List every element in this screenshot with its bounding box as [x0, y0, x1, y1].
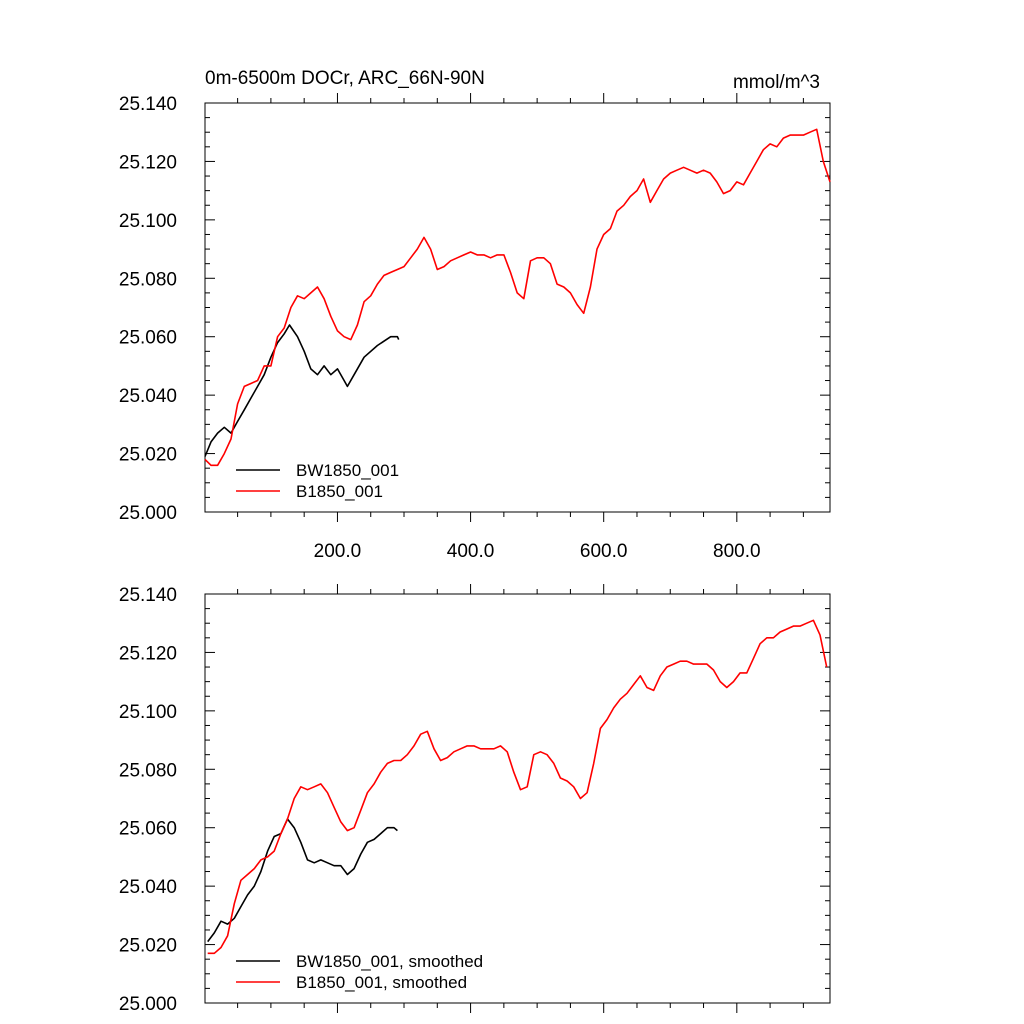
units-label: mmol/m^3: [733, 72, 820, 93]
top-panel: 0m-6500m DOCr, ARC_66N-90N mmol/m^3 25.0…: [119, 68, 831, 562]
plot-frame: [204, 593, 831, 1004]
top-axes: 25.000 25.020 25.040 25.060 25.080 25.100 25.1…: [119, 93, 831, 562]
y-tick-label: 25.020: [119, 445, 177, 466]
chart-title: 0m-6500m DOCr, ARC_66N-90N: [205, 68, 485, 89]
y-tick-label: 25.000: [119, 503, 177, 524]
x-tick-label: 200.0: [314, 541, 362, 562]
y-tick-label: 25.080: [119, 760, 177, 781]
plot-frame: [204, 102, 831, 513]
y-tick-label: 25.020: [119, 936, 177, 957]
y-tick-label: 25.140: [119, 585, 177, 606]
bottom-legend: BW1850_001, smoothed B1850_001, smoothed: [236, 952, 483, 992]
y-tick-label: 25.000: [119, 994, 177, 1015]
bottom-axes: 25.000 25.020 25.040 25.060 25.080 25.100 25.1…: [119, 584, 831, 1015]
y-tick-label: 25.060: [119, 819, 177, 840]
y-tick-label: 25.080: [119, 269, 177, 290]
series-line-bw1850: [207, 818, 398, 943]
bottom-panel: 25.000 25.020 25.040 25.060 25.080 25.100 25.1…: [119, 584, 831, 1015]
bottom-series-lines: [207, 619, 828, 955]
y-tick-label: 25.120: [119, 152, 177, 173]
legend-label: B1850_001: [296, 482, 383, 501]
series-line-bw1850: [204, 324, 400, 457]
top-series-lines: [204, 128, 831, 467]
x-tick-label: 800.0: [713, 541, 761, 562]
x-tick-label: 400.0: [447, 541, 495, 562]
legend-label: BW1850_001, smoothed: [296, 952, 483, 971]
y-tick-label: 25.120: [119, 643, 177, 664]
series-line-b1850: [207, 619, 828, 955]
legend-label: B1850_001, smoothed: [296, 973, 467, 992]
x-tick-label: 600.0: [580, 541, 628, 562]
series-line-b1850: [204, 128, 831, 467]
y-tick-label: 25.040: [119, 877, 177, 898]
y-tick-label: 25.140: [119, 94, 177, 115]
legend-label: BW1850_001: [296, 461, 399, 480]
y-tick-label: 25.100: [119, 211, 177, 232]
y-tick-label: 25.060: [119, 328, 177, 349]
y-tick-label: 25.100: [119, 702, 177, 723]
y-tick-label: 25.040: [119, 386, 177, 407]
top-legend: BW1850_001 B1850_001: [236, 461, 399, 501]
